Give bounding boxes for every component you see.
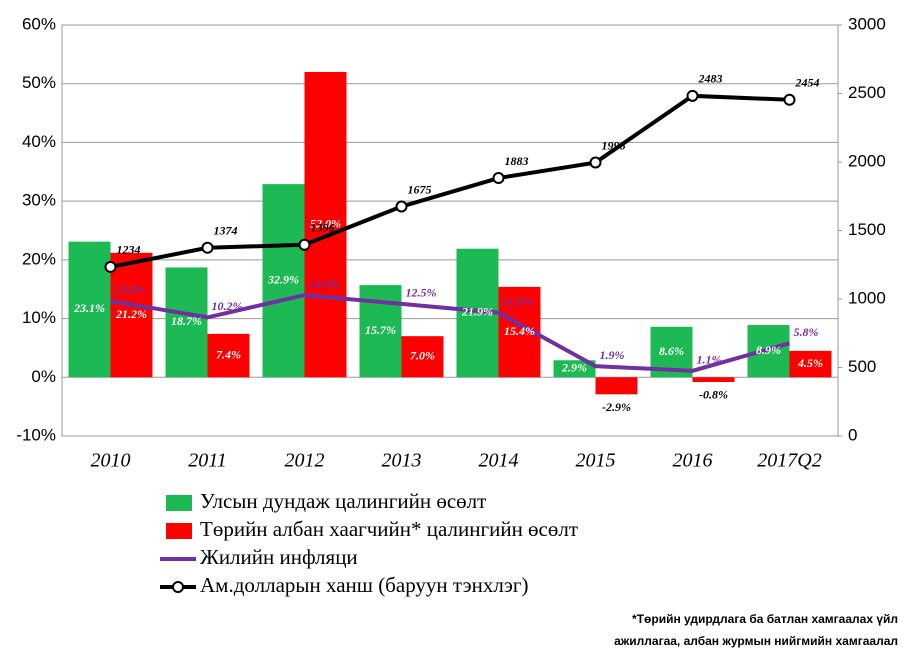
data-label: 21.9%: [461, 305, 493, 319]
data-label: 1675: [408, 182, 432, 196]
data-label: 23.1%: [73, 301, 105, 315]
data-label: 1.1%: [697, 353, 722, 367]
data-label: 7.0%: [410, 348, 435, 362]
bar: [553, 360, 596, 378]
x-tick-label: 2014: [479, 450, 519, 472]
data-label: 18.7%: [171, 314, 202, 328]
y-tick-label: 10%: [22, 308, 56, 327]
y-tick-label: 40%: [22, 132, 56, 151]
y2-tick-label: 2000: [848, 151, 886, 170]
y2-tick-label: 0: [848, 425, 857, 444]
data-label: 1374: [214, 224, 238, 238]
bar: [110, 252, 153, 378]
data-label: 14.0%: [309, 277, 340, 291]
data-label: 1883: [505, 154, 529, 168]
bar: [207, 333, 250, 378]
marker: [589, 156, 602, 169]
y-tick-label: 50%: [22, 73, 56, 92]
y-tick-label: -10%: [16, 425, 56, 444]
x-tick-label: 2011: [188, 450, 227, 472]
bar: [789, 350, 832, 378]
bar: [68, 241, 111, 378]
data-label: 1396: [311, 220, 335, 234]
data-label: 12.5%: [406, 286, 437, 300]
y2-tick-label: 3000: [848, 14, 886, 33]
line: [110, 93, 790, 269]
plot-frame: [61, 24, 839, 437]
marker: [201, 241, 214, 254]
x-tick-label: 2017Q2: [757, 450, 821, 472]
y-tick-label: 20%: [22, 249, 56, 268]
legend-swatch: [166, 495, 192, 511]
footnote: *Төрийн удирдлага ба батлан хамгаалах үй…: [632, 612, 898, 626]
data-label: 8.6%: [659, 344, 684, 358]
x-tick-label: 2010: [91, 450, 131, 472]
legend-label: Улсын дундаж цалингийн өсөлт: [200, 489, 486, 513]
y2-tick-label: 2500: [848, 83, 886, 102]
bar: [304, 71, 347, 378]
marker: [686, 89, 699, 102]
data-label: 7.4%: [216, 347, 241, 361]
data-label: 15.4%: [504, 324, 535, 338]
marker: [783, 93, 796, 106]
y2-tick-label: 1000: [848, 288, 886, 307]
x-tick-label: 2013: [382, 450, 422, 472]
data-label: -2.9%: [602, 400, 631, 414]
data-label: 5.8%: [794, 325, 819, 339]
data-label: 21.2%: [115, 307, 147, 321]
data-label: 2.9%: [561, 361, 587, 375]
line: [110, 293, 791, 373]
bar: [401, 336, 444, 378]
data-label: 13.0%: [115, 283, 146, 297]
data-label: 1.9%: [600, 348, 625, 362]
data-label: 8.9%: [756, 343, 781, 357]
y2-tick-label: 1500: [848, 220, 886, 239]
y-tick-label: 0%: [31, 367, 56, 386]
data-label: -0.8%: [699, 388, 728, 402]
footnote: ажиллагаа, албан журмын нийгмийн хамгаал…: [614, 634, 898, 648]
data-label: 11.0%: [503, 294, 533, 308]
x-tick-label: 2016: [673, 450, 713, 472]
data-label: 15.7%: [365, 323, 396, 337]
data-label: 32.9%: [267, 272, 299, 286]
marker: [104, 260, 117, 273]
data-label: 1996: [602, 138, 626, 152]
legend-swatch: [166, 523, 192, 539]
legend-label: Жилийн инфляци: [200, 545, 358, 569]
data-label: 2483: [698, 72, 723, 86]
legend-label: Ам.долларын ханш (баруун тэнхлэг): [200, 573, 528, 597]
marker: [395, 200, 408, 213]
data-label: 4.5%: [797, 356, 823, 370]
bar: [692, 377, 735, 382]
data-label: 1234: [117, 243, 141, 257]
marker: [492, 172, 505, 185]
bar: [262, 184, 305, 378]
legend-label: Төрийн албан хаагчийн* цалингийн өсөлт: [200, 517, 578, 541]
y2-tick-label: 500: [848, 357, 876, 376]
marker: [298, 238, 311, 251]
x-tick-label: 2015: [576, 450, 616, 472]
bar: [595, 377, 638, 395]
y-tick-label: 60%: [22, 14, 56, 33]
data-label: 52.0%: [310, 216, 341, 230]
data-label: 10.2%: [212, 299, 243, 313]
y-tick-label: 30%: [22, 191, 56, 210]
x-tick-label: 2012: [285, 450, 325, 472]
legend-marker: [172, 581, 184, 593]
bar: [165, 267, 208, 378]
data-label: 2454: [795, 76, 820, 90]
